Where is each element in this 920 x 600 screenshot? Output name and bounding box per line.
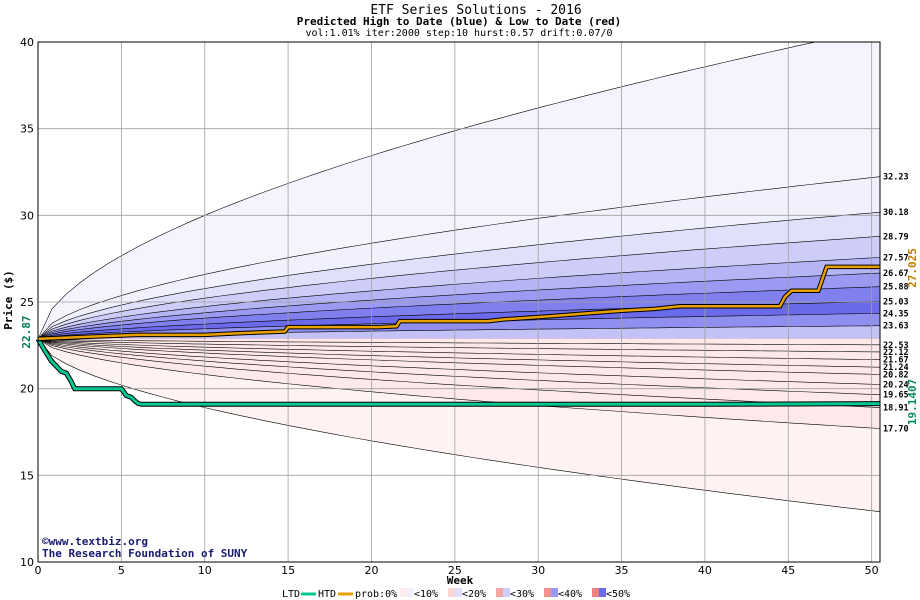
x-tick-label: 40 <box>698 564 712 577</box>
legend-item-label: <20% <box>462 589 486 600</box>
legend-swatch-low <box>592 588 599 597</box>
percentile-end-label: 21.67 <box>883 356 909 366</box>
x-tick-label: 30 <box>531 564 545 577</box>
y-tick-label: 10 <box>20 556 34 569</box>
current-low-label: 19.1407 <box>906 379 919 425</box>
percentile-end-label: 18.91 <box>883 404 909 414</box>
x-tick-label: 50 <box>865 564 879 577</box>
y-tick-label: 20 <box>20 383 34 396</box>
legend-item-label: <50% <box>606 589 630 600</box>
y-axis-label: Price ($) <box>2 270 15 330</box>
x-tick-label: 20 <box>364 564 378 577</box>
legend-swatch-low <box>496 588 503 597</box>
low-percentile-line-3 <box>38 338 880 360</box>
legend-swatch-high <box>503 588 510 597</box>
credit-foundation: The Research Foundation of SUNY <box>42 547 248 560</box>
x-tick-label: 15 <box>281 564 295 577</box>
series-lines <box>35 264 881 407</box>
legend-item-label: <10% <box>414 589 438 600</box>
legend-swatch-high <box>599 588 606 597</box>
legend-swatch-high <box>551 588 558 597</box>
low-percentile-line-1 <box>38 338 880 346</box>
percentile-end-label: 25.03 <box>883 297 909 307</box>
low-percentile-line-4 <box>38 338 880 368</box>
legend-item-label: <30% <box>510 589 534 600</box>
low-percentile-line-5 <box>38 338 880 375</box>
percentile-end-label: 20.24 <box>883 381 909 391</box>
x-tick-label: 45 <box>781 564 795 577</box>
legend-swatch-low <box>448 588 455 597</box>
high-percentile-line-1 <box>38 176 880 340</box>
percentile-end-label: 28.79 <box>883 232 909 242</box>
percentile-end-labels: 32.23 30.18 28.79 27.57 26.67 25.88 25.03 24.35… <box>883 173 909 435</box>
legend: LTD HTD prob:0% <10% <20% <30% <40% <50% <box>282 588 630 600</box>
x-tick-label: 5 <box>118 564 125 577</box>
current-high-label: 27.025 <box>906 248 919 288</box>
x-axis-label: Week <box>447 574 474 587</box>
percentile-end-label: 21.24 <box>883 363 909 373</box>
legend-ltd-label: LTD <box>282 589 300 600</box>
percentile-end-label: 17.70 <box>883 425 909 435</box>
percentile-end-label: 25.88 <box>883 283 909 293</box>
simulation-parameters: vol:1.01% iter:2000 step:10 hurst:0.57 d… <box>305 28 612 39</box>
probability-bands <box>38 42 880 512</box>
percentile-end-label: 20.82 <box>883 370 909 380</box>
low-percentile-line-0 <box>38 338 880 512</box>
low-percentile-line-8 <box>38 338 880 408</box>
y-tick-label: 25 <box>20 296 34 309</box>
ltd-line <box>36 338 881 406</box>
high-band-9 <box>38 325 880 339</box>
x-tick-label: 25 <box>448 564 462 577</box>
htd-line <box>37 265 880 341</box>
credit-website: ©www.textbiz.org <box>42 535 148 548</box>
plot-frame <box>37 41 881 563</box>
chart-title: ETF Series Solutions - 2016 <box>370 3 581 18</box>
x-tick-label: 0 <box>35 564 42 577</box>
y-tick-label: 15 <box>20 469 34 482</box>
percentile-end-label: 22.53 <box>883 341 909 351</box>
high-percentile-line-5 <box>38 272 880 340</box>
start-price-label: 22.87 <box>20 315 33 348</box>
low-percentile-line-6 <box>38 338 880 385</box>
percentile-end-label: 26.67 <box>883 269 909 279</box>
percentile-end-label: 32.23 <box>883 173 909 183</box>
high-percentile-line-0 <box>38 42 817 340</box>
percentile-end-label: 23.63 <box>883 322 909 332</box>
y-tick-label: 35 <box>20 123 34 136</box>
legend-item-label: <40% <box>558 589 582 600</box>
legend-swatch-high <box>407 588 414 597</box>
percentile-end-label: 30.18 <box>883 208 909 218</box>
legend-swatch-high <box>455 588 462 597</box>
high-percentile-line-4 <box>38 257 880 340</box>
axis-ticks: 0 5 10 15 20 25 30 35 40 45 50 10 15 20 25 30 35 40 <box>20 36 879 577</box>
y-tick-label: 40 <box>20 36 34 49</box>
legend-htd-label: HTD <box>318 589 336 600</box>
x-tick-label: 35 <box>615 564 629 577</box>
percentile-end-label: 19.65 <box>883 391 909 401</box>
high-percentile-line-6 <box>38 286 880 340</box>
chart-subtitle: Predicted High to Date (blue) & Low to D… <box>297 15 622 28</box>
x-tick-label: 10 <box>198 564 212 577</box>
legend-swatch-low <box>544 588 551 597</box>
legend-prob-label: prob:0% <box>355 589 397 600</box>
percentile-end-label: 27.57 <box>883 253 909 263</box>
percentile-end-label: 22.12 <box>883 348 909 358</box>
y-tick-label: 30 <box>20 209 34 222</box>
low-percentile-line-2 <box>38 338 880 353</box>
high-percentile-line-2 <box>38 211 880 340</box>
percentile-end-label: 24.35 <box>883 309 909 319</box>
low-percentile-line-7 <box>38 338 880 395</box>
legend-swatch-low <box>400 588 407 597</box>
low-percentile-line-9 <box>38 338 880 429</box>
